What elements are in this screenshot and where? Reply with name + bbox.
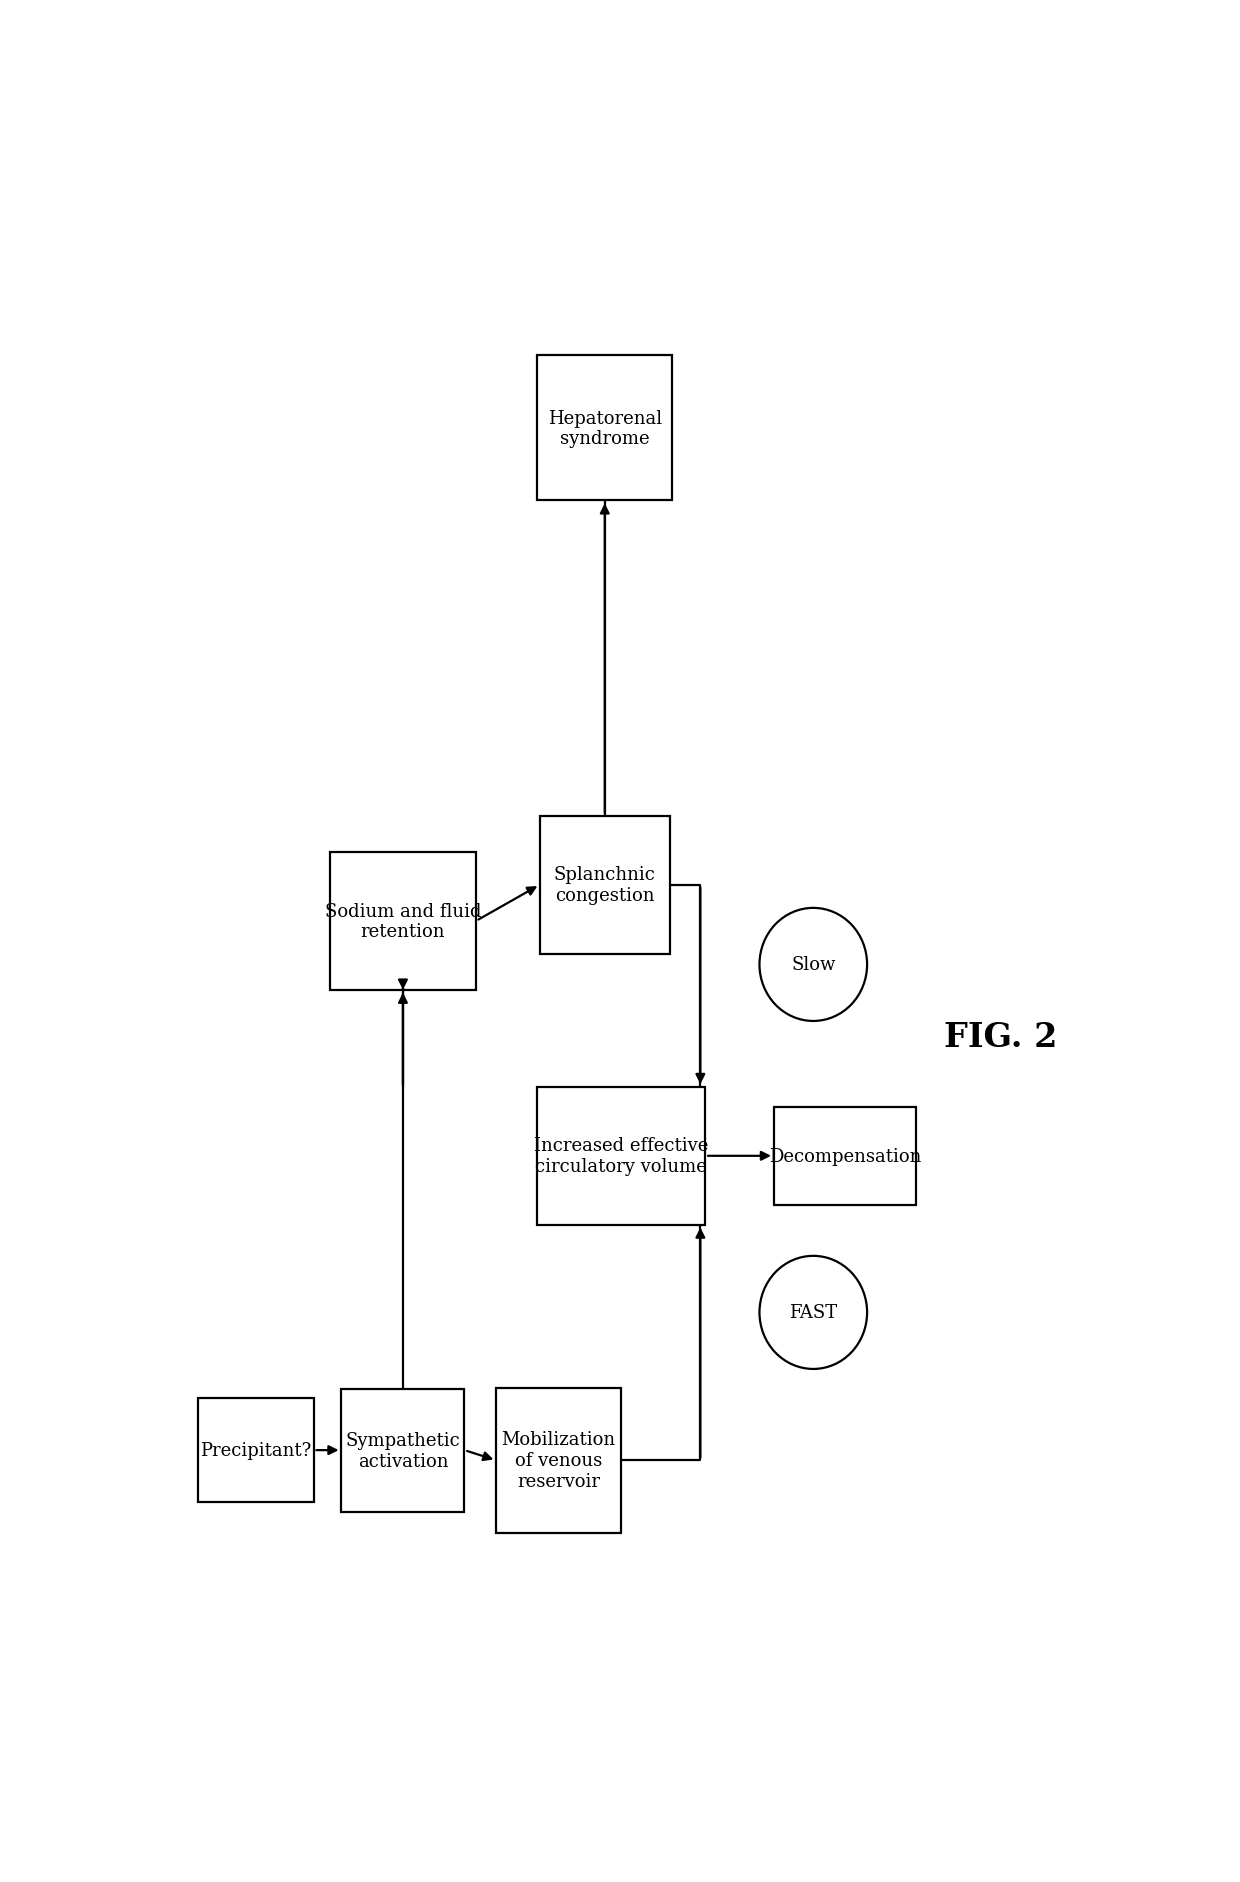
- FancyBboxPatch shape: [341, 1389, 465, 1511]
- FancyBboxPatch shape: [537, 1088, 706, 1225]
- Text: Mobilization
of venous
reservoir: Mobilization of venous reservoir: [501, 1430, 616, 1491]
- Text: Splanchnic
congestion: Splanchnic congestion: [554, 866, 656, 905]
- FancyBboxPatch shape: [496, 1389, 621, 1534]
- Text: FIG. 2: FIG. 2: [944, 1020, 1058, 1054]
- Text: Hepatorenal
syndrome: Hepatorenal syndrome: [548, 408, 662, 448]
- FancyBboxPatch shape: [774, 1107, 916, 1206]
- Text: Sympathetic
activation: Sympathetic activation: [346, 1430, 460, 1470]
- FancyBboxPatch shape: [330, 853, 476, 990]
- Ellipse shape: [759, 1255, 867, 1370]
- FancyBboxPatch shape: [539, 817, 670, 954]
- Ellipse shape: [759, 909, 867, 1022]
- FancyBboxPatch shape: [198, 1398, 314, 1502]
- Text: Increased effective
circulatory volume: Increased effective circulatory volume: [534, 1137, 708, 1176]
- Text: Decompensation: Decompensation: [769, 1148, 921, 1165]
- Text: FAST: FAST: [789, 1304, 837, 1321]
- Text: Precipitant?: Precipitant?: [201, 1442, 311, 1459]
- Text: Sodium and fluid
retention: Sodium and fluid retention: [325, 901, 481, 941]
- FancyBboxPatch shape: [537, 356, 672, 501]
- Text: Slow: Slow: [791, 956, 836, 973]
